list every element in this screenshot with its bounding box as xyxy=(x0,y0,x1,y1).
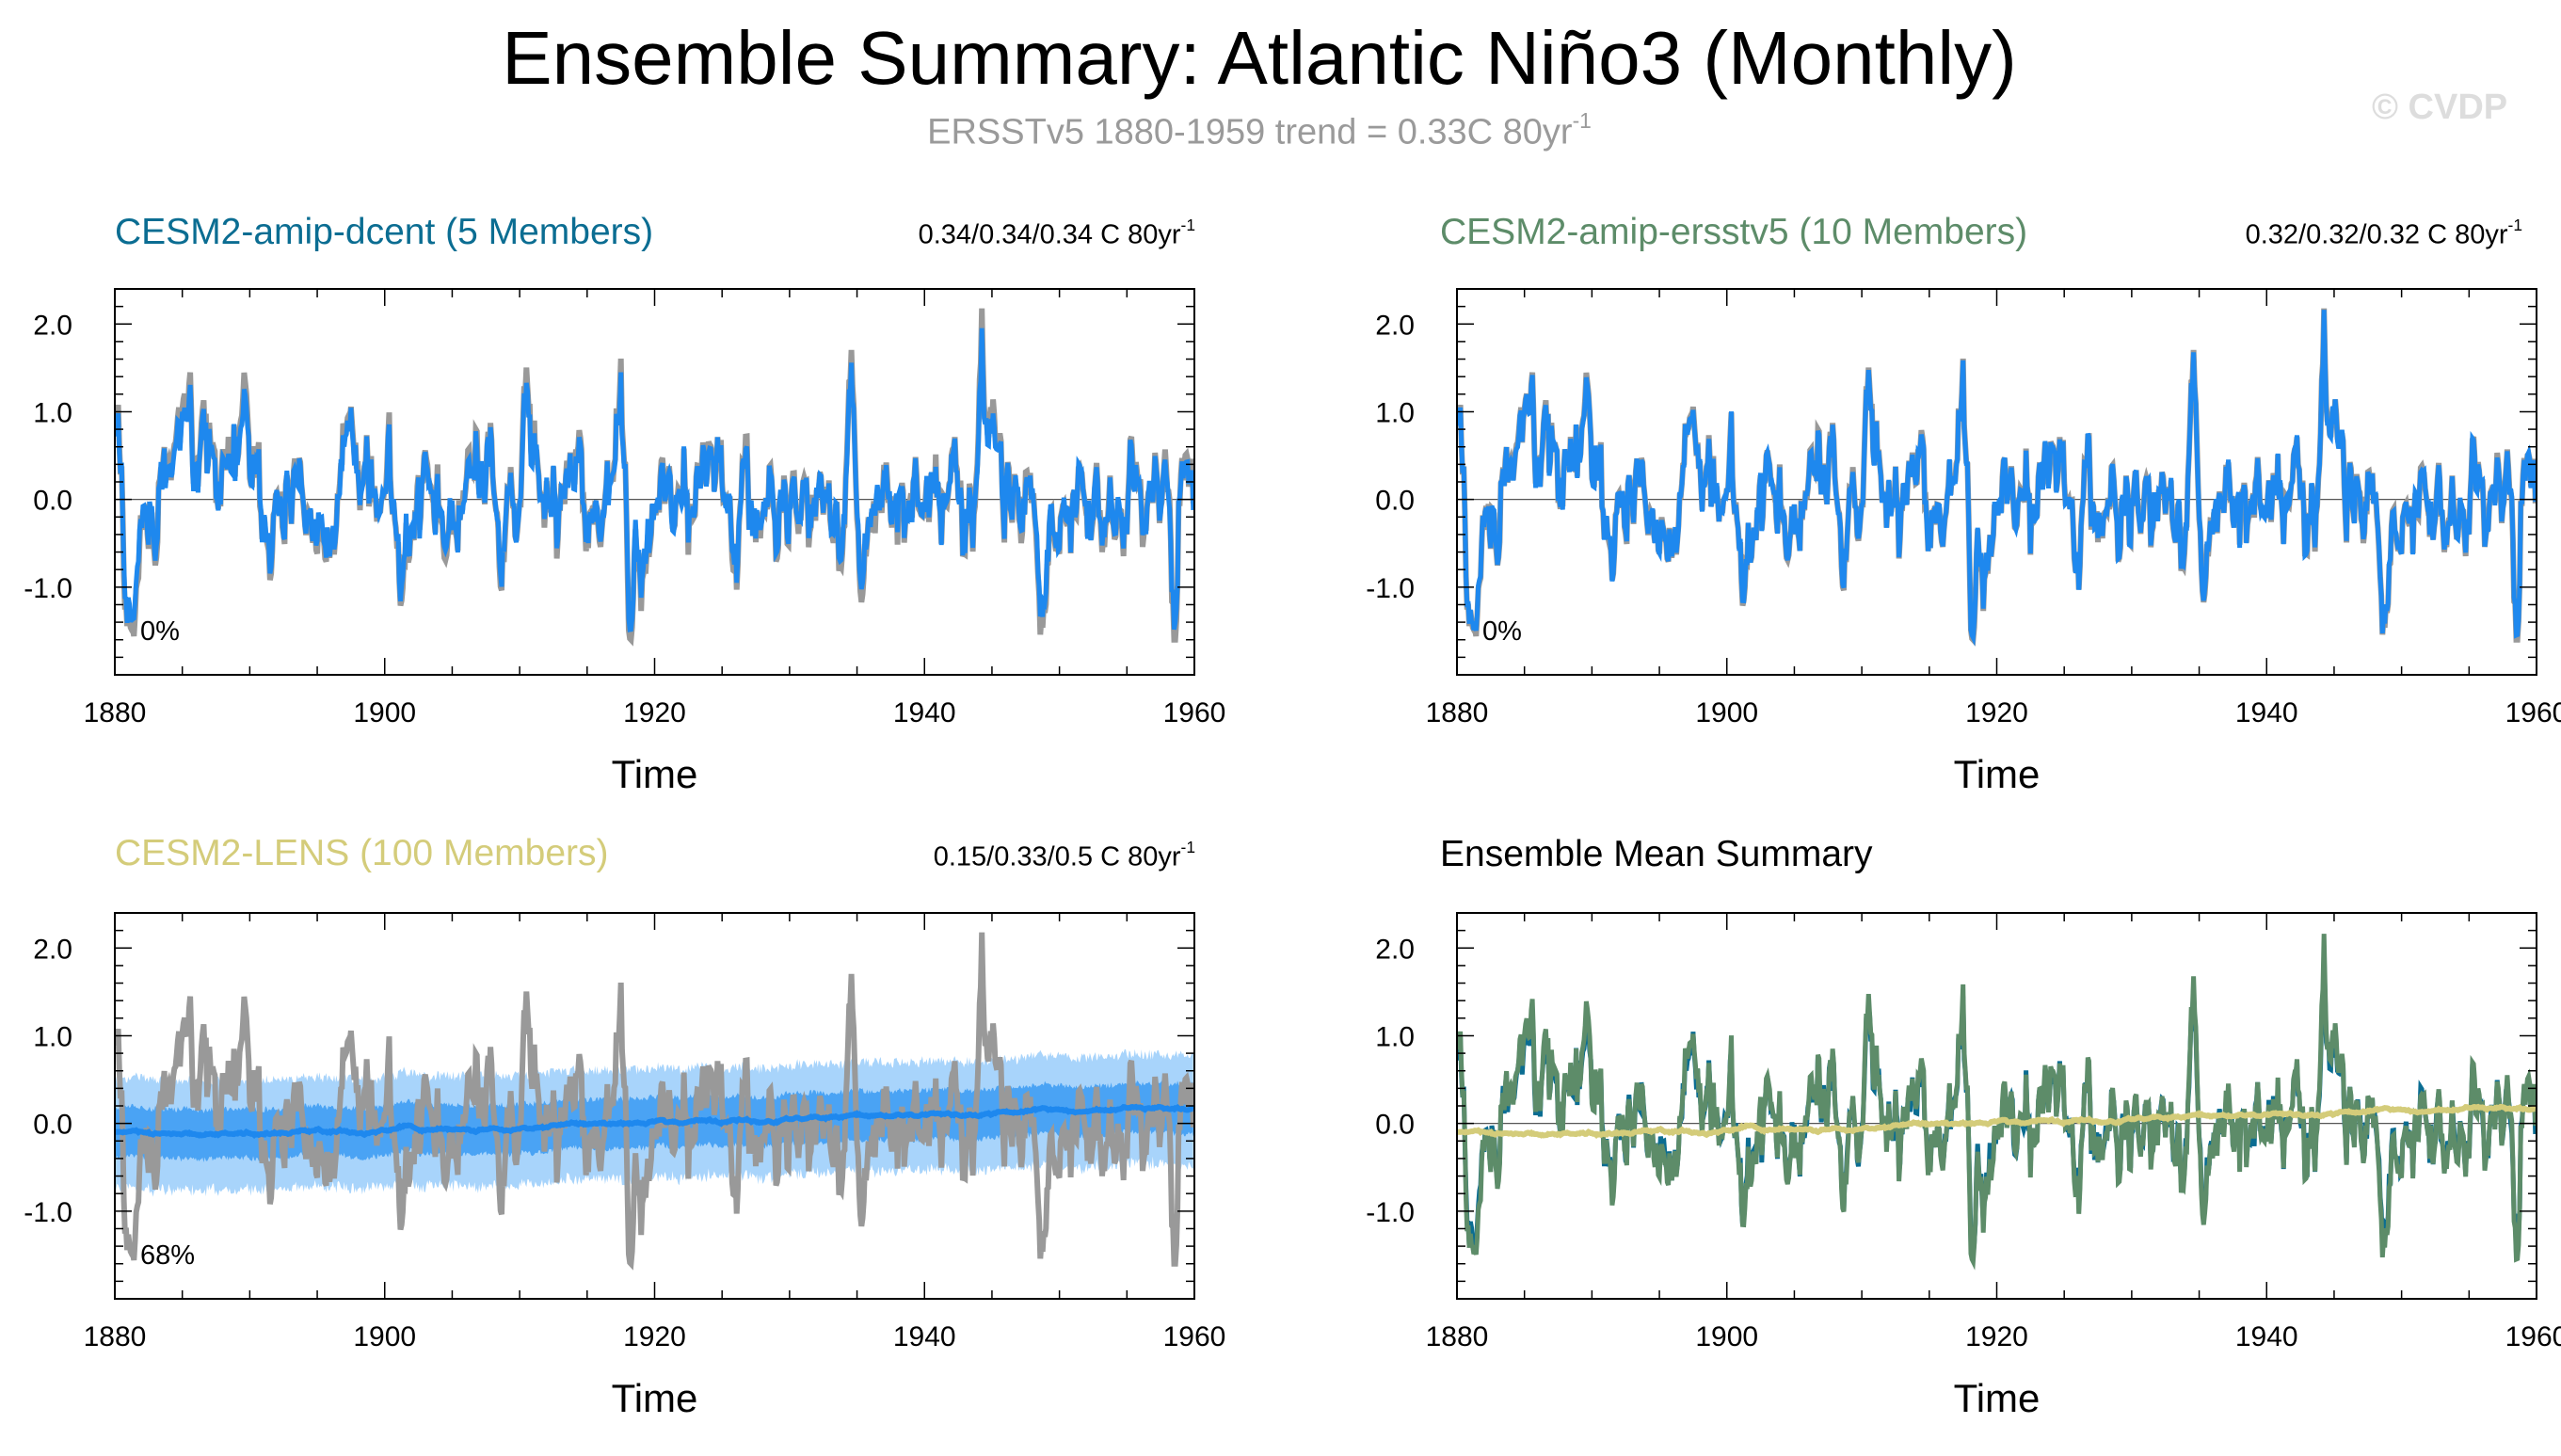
x-axis-label: Time xyxy=(612,752,698,796)
series-ensemble-mean-line xyxy=(1457,310,2537,647)
series-lens-mean-line xyxy=(1457,1103,2537,1139)
x-tick-label: 1900 xyxy=(353,1321,416,1352)
panel-2-title: CESM2-amip-ersstv5 (10 Members) xyxy=(1440,212,2028,252)
series-observed-line xyxy=(115,308,1194,647)
y-tick-label: -1.0 xyxy=(24,573,72,604)
x-tick-label: 1880 xyxy=(1426,1321,1489,1352)
y-tick-label: -1.0 xyxy=(1366,573,1415,604)
subtitle-exponent: -1 xyxy=(1572,107,1592,133)
x-tick-label: 1880 xyxy=(84,697,147,728)
y-tick-label: 1.0 xyxy=(1375,397,1415,428)
x-tick-label: 1960 xyxy=(2505,697,2561,728)
panel-3-trend-text: 0.15/0.33/0.5 C 80yr xyxy=(933,841,1181,872)
x-tick-label: 1880 xyxy=(84,1321,147,1352)
page-subtitle: ERSSTv5 1880-1959 trend = 0.33C 80yr-1 xyxy=(0,109,2519,152)
y-tick-label: 1.0 xyxy=(33,397,72,428)
panel-3-plot: 1880 1900 1920 1940 1960 -1.0 0.0 1.0 2.0 Time 68% xyxy=(24,912,1226,1420)
panel-3-series xyxy=(115,932,1194,1271)
panel-4-title: Ensemble Mean Summary xyxy=(1440,834,1873,874)
x-tick-label: 1920 xyxy=(623,1321,686,1352)
panel-3-trend: 0.15/0.33/0.5 C 80yr-1 xyxy=(828,840,1195,872)
x-tick-label: 1940 xyxy=(2235,1321,2298,1352)
y-tick-label: 2.0 xyxy=(1375,934,1415,965)
x-tick-label: 1940 xyxy=(893,697,956,728)
x-tick-label: 1920 xyxy=(1965,1321,2028,1352)
x-tick-label: 1960 xyxy=(1163,697,1226,728)
percent-label: 0% xyxy=(140,616,180,647)
y-tick-label: 0.0 xyxy=(1375,486,1415,517)
series-ersstv5-mean-line xyxy=(1457,934,2537,1271)
panel-3-trend-exponent: -1 xyxy=(1180,838,1195,857)
x-tick-label: 1940 xyxy=(2235,697,2298,728)
x-axis-label: Time xyxy=(1954,1376,2041,1420)
y-tick-label: 0.0 xyxy=(1375,1110,1415,1141)
panel-1-trend-text: 0.34/0.34/0.34 C 80yr xyxy=(918,219,1181,250)
x-tick-label: 1920 xyxy=(623,697,686,728)
y-tick-label: -1.0 xyxy=(24,1197,72,1228)
series-observed-line xyxy=(115,932,1194,1271)
series-ensemble-mean-line xyxy=(115,1103,1194,1139)
y-tick-label: 1.0 xyxy=(1375,1021,1415,1052)
panel-4-plot: 1880 1900 1920 1940 1960 -1.0 0.0 1.0 2.0 Time xyxy=(1366,912,2561,1420)
page-title: Ensemble Summary: Atlantic Niño3 (Monthl… xyxy=(502,16,2017,100)
y-tick-label: 1.0 xyxy=(33,1021,72,1052)
x-tick-label: 1900 xyxy=(1695,697,1758,728)
panel-1-series xyxy=(115,308,1194,647)
y-tick-label: 0.0 xyxy=(33,1110,72,1141)
x-tick-label: 1880 xyxy=(1426,697,1489,728)
y-tick-label: 2.0 xyxy=(33,934,72,965)
y-tick-label: 0.0 xyxy=(33,486,72,517)
x-axis-label: Time xyxy=(1954,752,2041,796)
x-tick-label: 1960 xyxy=(1163,1321,1226,1352)
panel-2-series xyxy=(1457,308,2537,647)
panel-2-trend-exponent: -1 xyxy=(2507,216,2522,235)
x-axis-label: Time xyxy=(612,1376,698,1420)
y-tick-label: 2.0 xyxy=(1375,310,1415,341)
y-tick-label: 2.0 xyxy=(33,310,72,341)
panel-1-trend: 0.34/0.34/0.34 C 80yr-1 xyxy=(828,217,1195,250)
x-tick-label: 1960 xyxy=(2505,1321,2561,1352)
x-tick-label: 1920 xyxy=(1965,697,2028,728)
percent-label: 0% xyxy=(1482,616,1522,647)
watermark: © CVDP xyxy=(2372,88,2508,127)
panel-2-trend: 0.32/0.32/0.32 C 80yr-1 xyxy=(2146,217,2522,250)
x-tick-label: 1900 xyxy=(353,697,416,728)
series-ensemble-mean-line xyxy=(115,328,1194,632)
panel-2-plot: 1880 1900 1920 1940 1960 -1.0 0.0 1.0 2.0 Time 0% xyxy=(1366,288,2561,796)
x-tick-label: 1900 xyxy=(1695,1321,1758,1352)
panel-4-series xyxy=(1457,934,2537,1271)
panel-2-trend-text: 0.32/0.32/0.32 C 80yr xyxy=(2245,219,2508,250)
panel-1-title: CESM2-amip-dcent (5 Members) xyxy=(115,212,654,252)
y-tick-label: -1.0 xyxy=(1366,1197,1415,1228)
panel-3-title: CESM2-LENS (100 Members) xyxy=(115,833,609,873)
panel-1-plot: 1880 1900 1920 1940 1960 -1.0 0.0 1.0 2.0 Time 0% xyxy=(24,288,1226,796)
subtitle-text: ERSSTv5 1880-1959 trend = 0.33C 80yr xyxy=(927,112,1573,152)
percent-label: 68% xyxy=(140,1240,195,1271)
x-tick-label: 1940 xyxy=(893,1321,956,1352)
panel-1-trend-exponent: -1 xyxy=(1180,216,1195,235)
